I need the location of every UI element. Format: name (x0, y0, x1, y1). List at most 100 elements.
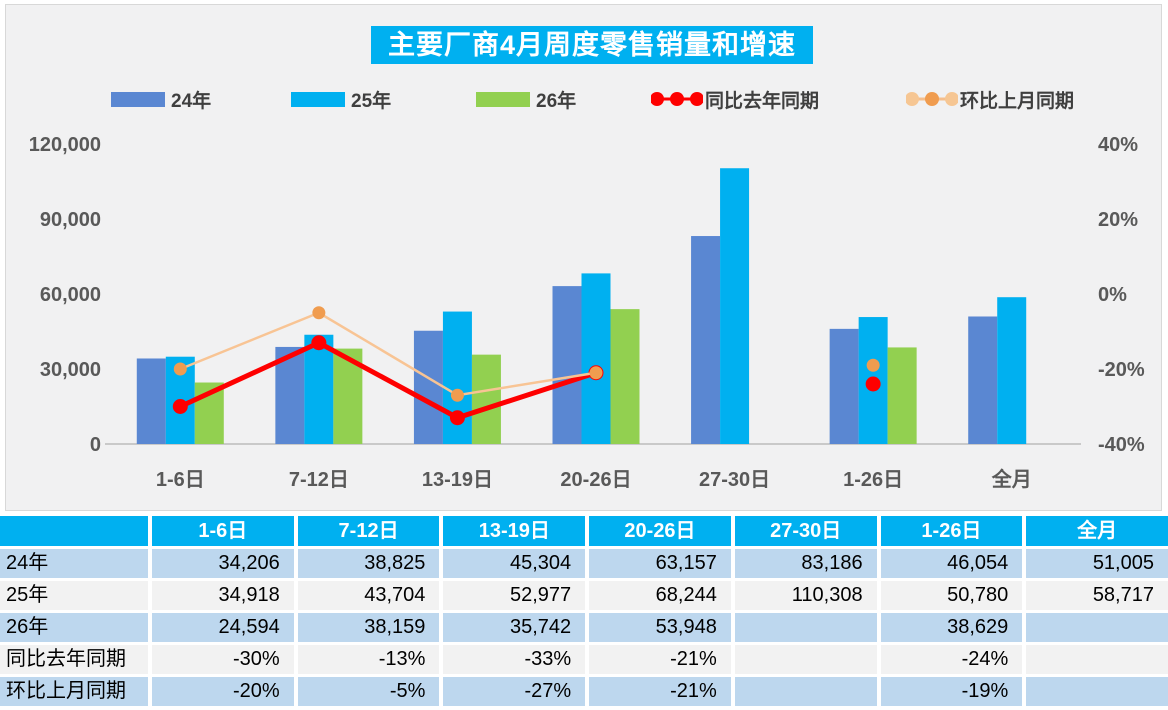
table-row-label: 26年 (0, 613, 148, 642)
table-row-label: 24年 (0, 549, 148, 578)
category-label: 1-6日 (156, 469, 205, 491)
table-row-label: 同比去年同期 (0, 645, 148, 674)
chart-panel: 主要厂商4月周度零售销量和增速 24年 25年 26年 同比去年同期 环比上月同期 0 3… (5, 4, 1162, 511)
chart-legend: 24年 25年 26年 同比去年同期 环比上月同期 (6, 87, 1163, 112)
legend-label: 24年 (171, 90, 212, 112)
legend-label: 同比去年同期 (705, 90, 820, 112)
table-cell: 83,186 (734, 549, 877, 578)
table-header-cell: 27-30日 (734, 516, 877, 546)
table-cell: 63,157 (589, 549, 731, 578)
table-cell: 68,244 (589, 581, 731, 610)
table-cell: -27% (443, 677, 586, 706)
table-cell: 38,629 (880, 613, 1023, 642)
right-axis-tick: 20% (1098, 209, 1138, 231)
legend-item-2: 26年 (476, 87, 577, 112)
left-axis-tick: 120,000 (29, 134, 101, 156)
legend-item-0: 24年 (111, 87, 212, 112)
marker-环比上月同期-13-19日 (450, 388, 464, 402)
table-cell: -5% (297, 677, 440, 706)
bar-24年-全月 (968, 316, 998, 444)
legend-bar-swatch-icon (476, 91, 530, 107)
table-cell (734, 645, 877, 674)
table-cell (1026, 613, 1168, 642)
left-axis-tick: 90,000 (40, 209, 101, 231)
table-cell: 34,918 (152, 581, 294, 610)
bar-25年-全月 (997, 297, 1027, 444)
legend-item-3: 同比去年同期 (651, 87, 820, 112)
line-环比上月同期 (179, 311, 597, 397)
table-header-cell: 7-12日 (297, 516, 440, 546)
table-cell: 51,005 (1026, 549, 1168, 578)
marker-环比上月同期-7-12日 (312, 306, 326, 320)
legend-label: 环比上月同期 (960, 90, 1075, 112)
table-cell: 58,717 (1026, 581, 1168, 610)
bar-24年-1-6日 (136, 358, 166, 444)
marker-同比去年同期-13-19日 (449, 410, 465, 426)
marker-同比去年同期-1-26日 (865, 376, 881, 392)
table-header-cell: 20-26日 (589, 516, 731, 546)
table-cell: 52,977 (443, 581, 586, 610)
category-label: 全月 (991, 467, 1032, 491)
left-axis-tick: 30,000 (40, 359, 101, 381)
data-table: 1-6日 7-12日 13-19日 20-26日 27-30日 1-26日 全月 24年 34,… (0, 516, 1168, 706)
right-axis-tick: -20% (1098, 359, 1145, 381)
right-axis-tick: -40% (1098, 434, 1145, 456)
table-cell: 24,594 (152, 613, 294, 642)
table-row-label: 25年 (0, 581, 148, 610)
table-header-cell: 1-26日 (880, 516, 1023, 546)
table-cell: 34,206 (152, 549, 294, 578)
right-axis-tick: 0% (1098, 284, 1127, 306)
table-cell: 50,780 (880, 581, 1023, 610)
table-cell: -20% (152, 677, 294, 706)
legend-label: 25年 (351, 90, 392, 112)
right-axis-tick: 40% (1098, 134, 1138, 156)
legend-item-4: 环比上月同期 (906, 87, 1075, 112)
bar-25年-20-26日 (581, 273, 611, 444)
legend-item-1: 25年 (291, 87, 392, 112)
chart-title: 主要厂商4月周度零售销量和增速 (371, 26, 813, 64)
table-row-label: 环比上月同期 (0, 677, 148, 706)
table-cell: 38,159 (297, 613, 440, 642)
bar-24年-27-30日 (691, 236, 721, 444)
category-label: 1-26日 (843, 469, 903, 491)
table-cell (734, 677, 877, 706)
table-cell: 43,704 (297, 581, 440, 610)
marker-同比去年同期-7-12日 (311, 335, 327, 351)
bar-24年-20-26日 (552, 286, 582, 444)
line-同比去年同期 (179, 339, 597, 421)
table-header-cell: 全月 (1026, 516, 1168, 546)
table-cell: 45,304 (443, 549, 586, 578)
category-label: 13-19日 (422, 469, 493, 491)
category-label: 27-30日 (699, 469, 770, 491)
left-axis-tick: 60,000 (40, 284, 101, 306)
left-axis-tick: 0 (90, 434, 101, 456)
table-cell: -21% (589, 677, 731, 706)
table-header-cell: 13-19日 (443, 516, 586, 546)
marker-环比上月同期-1-26日 (866, 358, 880, 372)
table-header-cell (0, 516, 148, 546)
table-cell: -19% (880, 677, 1023, 706)
chart-plot-area: 0 30,000 60,000 90,000 120,000 -40% -20% 0% 20% 4… (29, 134, 1145, 491)
table-cell: -30% (152, 645, 294, 674)
table-cell (1026, 677, 1168, 706)
bar-26年-1-26日 (887, 347, 917, 444)
table-cell: 35,742 (443, 613, 586, 642)
marker-环比上月同期-1-6日 (173, 362, 187, 376)
table-cell: 46,054 (880, 549, 1023, 578)
table-cell: -24% (880, 645, 1023, 674)
legend-bar-swatch-icon (291, 91, 345, 107)
legend-bar-swatch-icon (111, 91, 165, 107)
legend-line-swatch-icon (651, 92, 703, 106)
table-cell: 53,948 (589, 613, 731, 642)
legend-label: 26年 (536, 90, 577, 112)
table-cell: 38,825 (297, 549, 440, 578)
legend-line-swatch-icon (906, 92, 958, 106)
table-cell: -33% (443, 645, 586, 674)
category-label: 20-26日 (560, 469, 631, 491)
table-cell: -21% (589, 645, 731, 674)
table-cell (734, 613, 877, 642)
bar-26年-13-19日 (471, 354, 501, 444)
table-header-cell: 1-6日 (152, 516, 294, 546)
bar-25年-27-30日 (720, 168, 750, 445)
table-cell (1026, 645, 1168, 674)
